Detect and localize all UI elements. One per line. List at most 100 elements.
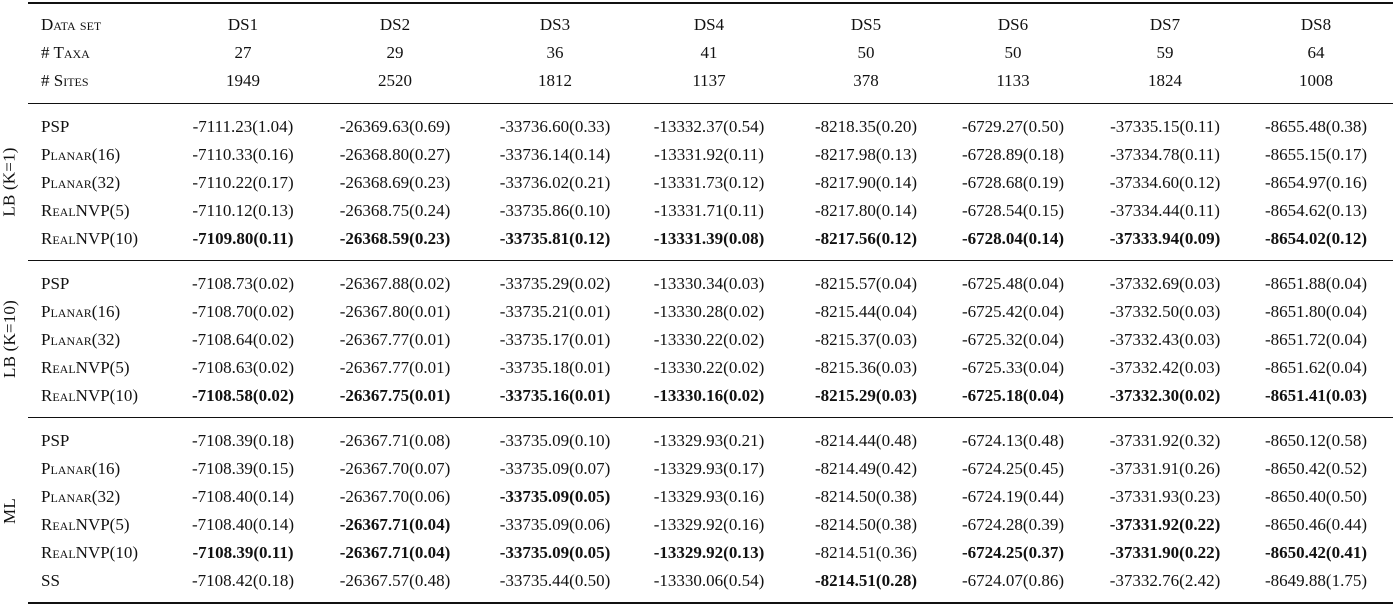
header-cell: 29 — [386, 43, 404, 62]
section-label-lb-k10: LB (K=10) — [0, 300, 19, 378]
header-cell: DS4 — [693, 15, 725, 34]
header-cell: DS1 — [227, 15, 259, 34]
value-cell: -13330.22(0.02) — [653, 358, 765, 377]
header-cell: 64 — [1307, 43, 1325, 62]
value-cell: -8215.57(0.04) — [815, 274, 917, 293]
header-cell: 378 — [853, 71, 879, 90]
value-cell: -37331.93(0.23) — [1109, 487, 1221, 506]
value-cell: -26367.77(0.01) — [339, 330, 451, 349]
value-cell: -26367.57(0.48) — [339, 571, 451, 590]
value-cell: -8651.62(0.04) — [1265, 358, 1367, 377]
value-cell: -37333.94(0.09) — [1109, 229, 1221, 248]
row-label: RealNVP(10) — [41, 543, 138, 562]
row-label: RealNVP(10) — [41, 386, 138, 405]
value-cell: -37334.44(0.11) — [1110, 201, 1220, 220]
row-label: Planar(16) — [41, 302, 121, 321]
header-cell: 1949 — [226, 71, 260, 90]
value-cell: -13332.37(0.54) — [653, 117, 765, 136]
row-label: SS — [41, 571, 60, 590]
value-cell: -26367.71(0.08) — [339, 431, 451, 450]
row-label: RealNVP(5) — [41, 358, 130, 377]
value-cell: -26367.75(0.01) — [339, 386, 451, 405]
value-cell: -37332.76(2.42) — [1109, 571, 1221, 590]
value-cell: -37332.42(0.03) — [1109, 358, 1221, 377]
value-cell: -6728.04(0.14) — [962, 229, 1064, 248]
row-label: PSP — [41, 274, 70, 293]
value-cell: -8654.62(0.13) — [1265, 201, 1367, 220]
value-cell: -8651.88(0.04) — [1265, 274, 1367, 293]
value-cell: -26368.80(0.27) — [339, 145, 451, 164]
value-cell: -8650.40(0.50) — [1265, 487, 1367, 506]
table-row: PSP -7111.23(1.04) -26369.63(0.69) -33736.6… — [28, 113, 1393, 141]
header-cell: 1137 — [692, 71, 726, 90]
value-cell: -26368.69(0.23) — [339, 173, 451, 192]
value-cell: -37331.90(0.22) — [1109, 543, 1221, 562]
value-cell: -37332.43(0.03) — [1109, 330, 1221, 349]
table-row: RealNVP(5) -7108.63(0.02) -26367.77(0.01) -… — [28, 354, 1393, 382]
header-row-sites: # Sites 1949 2520 1812 1137 378 1133 1824 1008 — [28, 67, 1393, 95]
value-cell: -7108.64(0.02) — [192, 330, 294, 349]
value-cell: -33735.09(0.05) — [499, 487, 611, 506]
value-cell: -26367.88(0.02) — [339, 274, 451, 293]
value-cell: -6724.28(0.39) — [962, 515, 1064, 534]
header-cell: 1008 — [1299, 71, 1333, 90]
value-cell: -6725.42(0.04) — [962, 302, 1064, 321]
table-row: RealNVP(5) -7110.12(0.13) -26368.75(0.24) -… — [28, 197, 1393, 225]
row-label: Planar(32) — [41, 487, 121, 506]
value-cell: -6725.18(0.04) — [962, 386, 1064, 405]
section-rule-2 — [28, 417, 1393, 418]
header-cell: 50 — [1004, 43, 1022, 62]
value-cell: -33735.29(0.02) — [499, 274, 611, 293]
value-cell: -8651.80(0.04) — [1265, 302, 1367, 321]
value-cell: -33736.02(0.21) — [499, 173, 611, 192]
value-cell: -13331.39(0.08) — [653, 229, 765, 248]
value-cell: -7108.73(0.02) — [192, 274, 294, 293]
value-cell: -26369.63(0.69) — [339, 117, 451, 136]
value-cell: -37332.30(0.02) — [1109, 386, 1221, 405]
value-cell: -8655.48(0.38) — [1265, 117, 1367, 136]
value-cell: -8217.56(0.12) — [815, 229, 917, 248]
value-cell: -7108.63(0.02) — [192, 358, 294, 377]
value-cell: -13329.93(0.21) — [653, 431, 765, 450]
header-cell: 1812 — [538, 71, 572, 90]
value-cell: -8217.98(0.13) — [815, 145, 917, 164]
value-cell: -33735.09(0.05) — [499, 543, 611, 562]
row-label: # Sites — [41, 71, 89, 90]
value-cell: -7108.40(0.14) — [192, 515, 294, 534]
value-cell: -33735.09(0.06) — [499, 515, 611, 534]
value-cell: -26368.75(0.24) — [339, 201, 451, 220]
value-cell: -8655.15(0.17) — [1265, 145, 1367, 164]
value-cell: -37332.69(0.03) — [1109, 274, 1221, 293]
value-cell: -8651.72(0.04) — [1265, 330, 1367, 349]
value-cell: -6728.54(0.15) — [962, 201, 1064, 220]
value-cell: -8217.90(0.14) — [815, 173, 917, 192]
value-cell: -26367.70(0.06) — [339, 487, 451, 506]
value-cell: -6724.07(0.86) — [962, 571, 1064, 590]
value-cell: -7110.12(0.13) — [192, 201, 294, 220]
value-cell: -8214.49(0.42) — [815, 459, 917, 478]
header-cell: 59 — [1156, 43, 1174, 62]
value-cell: -8214.51(0.36) — [815, 543, 917, 562]
header-cell: 2520 — [378, 71, 412, 90]
table-row: RealNVP(10) -7108.58(0.02) -26367.75(0.01)… — [28, 382, 1393, 410]
value-cell: -7109.80(0.11) — [192, 229, 294, 248]
row-label: RealNVP(10) — [41, 229, 138, 248]
header-cell: 27 — [234, 43, 252, 62]
value-cell: -7108.39(0.18) — [192, 431, 294, 450]
row-label: Data set — [41, 15, 102, 34]
value-cell: -37334.78(0.11) — [1110, 145, 1220, 164]
results-table: Data set DS1 DS2 DS3 DS4 DS5 DS6 DS7 DS8 # Taxa 27… — [28, 0, 1393, 606]
value-cell: -33735.44(0.50) — [499, 571, 611, 590]
value-cell: -6725.33(0.04) — [962, 358, 1064, 377]
value-cell: -13330.22(0.02) — [653, 330, 765, 349]
table-row: Planar(16) -7108.70(0.02) -26367.80(0.01) -… — [28, 298, 1393, 326]
row-label: Planar(16) — [41, 459, 121, 478]
value-cell: -37331.92(0.22) — [1109, 515, 1221, 534]
header-cell: DS3 — [539, 15, 571, 34]
value-cell: -7108.39(0.11) — [192, 543, 294, 562]
table-row: Planar(16) -7110.33(0.16) -26368.80(0.27) -… — [28, 141, 1393, 169]
value-cell: -13329.92(0.16) — [653, 515, 765, 534]
value-cell: -33735.86(0.10) — [499, 201, 611, 220]
value-cell: -7110.22(0.17) — [192, 173, 294, 192]
